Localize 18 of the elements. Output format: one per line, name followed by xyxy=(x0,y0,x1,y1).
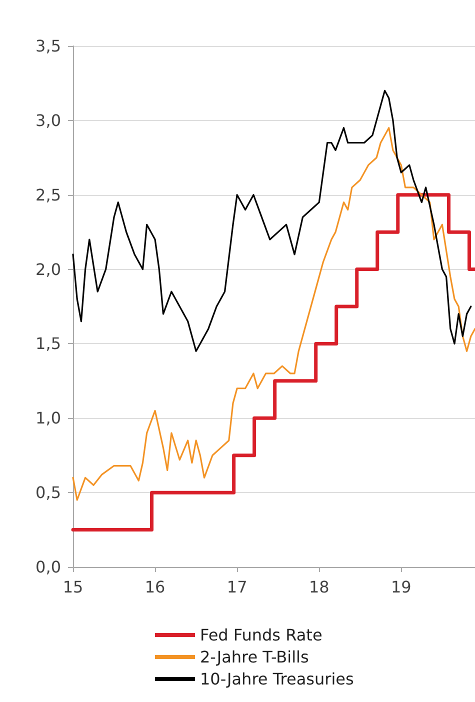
x-tick-label: 18 xyxy=(308,578,330,596)
line-series xyxy=(72,90,472,352)
y-tick-label: 0,0 xyxy=(36,558,61,576)
x-tick-label: 15 xyxy=(62,578,84,596)
y-tick-label: 3,0 xyxy=(36,110,61,130)
legend-label: 2-Jahre T-Bills xyxy=(200,648,309,666)
legend-label: 10-Jahre Treasuries xyxy=(200,670,354,688)
y-tick-label: 1,0 xyxy=(36,408,61,428)
line-series xyxy=(72,127,475,501)
y-tick-label: 0,5 xyxy=(36,483,61,502)
y-tick-label: 2,5 xyxy=(36,185,61,204)
y-tick-label: 2,0 xyxy=(36,260,61,279)
x-tick-label: 16 xyxy=(144,578,166,596)
y-tick-label: 1,5 xyxy=(36,334,61,354)
legend-label: Fed Funds Rate xyxy=(200,626,322,644)
x-tick-label: 17 xyxy=(226,578,248,596)
y-tick-label: 3,5 xyxy=(36,36,61,56)
x-tick-label: 19 xyxy=(390,578,412,596)
